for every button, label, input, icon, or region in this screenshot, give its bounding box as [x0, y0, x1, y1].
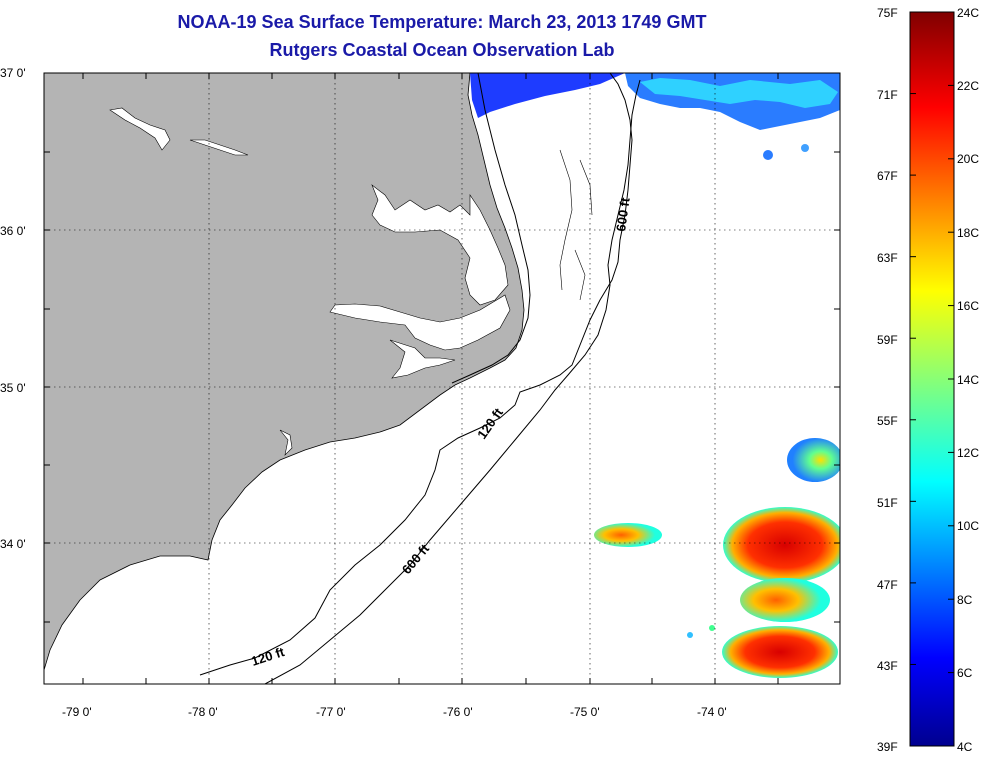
cb-c-label: 4C [957, 740, 973, 754]
cb-c-label: 6C [957, 666, 973, 680]
cb-c-label: 18C [957, 226, 979, 240]
lon-label-75: -75 0' [570, 705, 600, 719]
cb-f-label: 63F [877, 251, 898, 265]
river-inlet-2 [189, 139, 249, 156]
lon-label-77: -77 0' [316, 705, 346, 719]
cb-f-label: 59F [877, 333, 898, 347]
lon-label-78: -78 0' [188, 705, 218, 719]
sst-patch-north [470, 73, 625, 118]
shoal-lines [559, 149, 593, 301]
cb-c-label: 20C [957, 152, 979, 166]
cb-f-label: 55F [877, 414, 898, 428]
colorbar-fahrenheit-labels: 75F 71F 67F 63F 59F 55F 51F 47F 43F 39F [877, 6, 898, 754]
lat-label-35: 35 0' [0, 381, 26, 395]
map-title: NOAA-19 Sea Surface Temperature: March 2… [177, 12, 707, 32]
river-inlet-3 [279, 429, 293, 456]
cb-f-label: 67F [877, 169, 898, 183]
sst-patch-north-east-cyan [640, 78, 838, 108]
sst-patch-warm-1 [723, 507, 840, 583]
cb-f-label: 39F [877, 740, 898, 754]
cb-f-label: 43F [877, 659, 898, 673]
cb-c-label: 22C [957, 79, 979, 93]
lat-label-36: 36 0' [0, 224, 26, 238]
sound-water [371, 184, 509, 306]
barrier-islands [451, 73, 531, 384]
contour-label-600-north: 600 ft [613, 196, 633, 232]
contour-120ft [199, 73, 633, 676]
cb-c-label: 16C [957, 299, 979, 313]
pamlico-river [329, 294, 511, 351]
cb-f-label: 75F [877, 6, 898, 20]
lon-label-79: -79 0' [62, 705, 92, 719]
sst-patch-east-blue [787, 438, 840, 482]
lon-label-74: -74 0' [697, 705, 727, 719]
lon-label-76: -76 0' [443, 705, 473, 719]
contour-600ft [264, 79, 641, 684]
cb-c-label: 12C [957, 446, 979, 460]
albemarle-inlets [109, 107, 171, 151]
cb-c-label: 10C [957, 519, 979, 533]
cb-c-label: 14C [957, 373, 979, 387]
map-subtitle: Rutgers Coastal Ocean Observation Lab [269, 40, 615, 60]
sst-patch-warm-2 [740, 578, 830, 622]
sst-patch-mid [594, 523, 662, 547]
neuse-river [389, 339, 456, 379]
cb-f-label: 71F [877, 88, 898, 102]
grid-lines [44, 73, 840, 684]
colorbar-ticks [910, 11, 954, 747]
cb-f-label: 47F [877, 578, 898, 592]
sst-patch-warm-3 [722, 626, 838, 678]
colorbar-celsius-labels: 24C 22C 20C 18C 16C 14C 12C 10C 8C 6C 4C [957, 6, 979, 754]
cb-c-label: 8C [957, 593, 973, 607]
map-frame [43, 72, 841, 685]
colorbar [909, 11, 955, 747]
cb-f-label: 51F [877, 496, 898, 510]
lat-label-34: 34 0' [0, 537, 26, 551]
cb-c-label: 24C [957, 6, 979, 20]
axis-ticks [44, 73, 840, 684]
lat-label-37: 37 0' [0, 66, 26, 80]
